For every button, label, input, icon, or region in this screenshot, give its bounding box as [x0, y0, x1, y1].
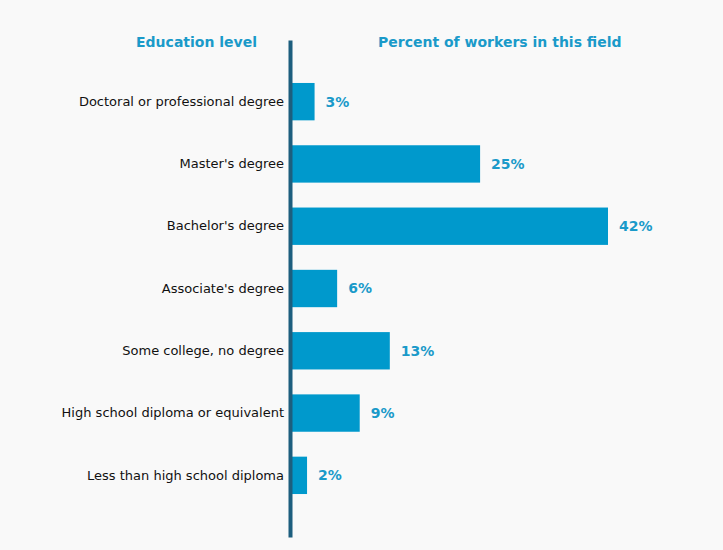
data-label: 13%	[401, 343, 435, 359]
bar	[292, 83, 315, 120]
bars	[292, 83, 608, 494]
data-label: 6%	[348, 280, 372, 296]
bar	[292, 457, 307, 494]
tick-label: Less than high school diploma	[87, 468, 284, 483]
tick-label: Some college, no degree	[122, 343, 284, 358]
tick: Bachelor's degree	[167, 218, 290, 233]
y-axis-title: Education level	[136, 34, 257, 50]
data-label: 3%	[326, 94, 350, 110]
x-axis-title: Percent of workers in this field	[378, 34, 622, 50]
tick: Doctoral or professional degree	[79, 94, 290, 109]
axis-line	[289, 41, 293, 538]
chart: Education level Percent of workers in thi…	[0, 0, 723, 550]
bar	[292, 270, 337, 307]
tick-label: High school diploma or equivalent	[62, 405, 284, 420]
data-labels: 3% 25% 42% 6% 13% 9% 2%	[318, 94, 652, 484]
tick-label: Associate's degree	[162, 281, 284, 296]
tick: High school diploma or equivalent	[62, 405, 290, 420]
bar	[292, 145, 480, 182]
tick-label: Doctoral or professional degree	[79, 94, 284, 109]
bar	[292, 394, 360, 431]
data-label: 42%	[619, 218, 653, 234]
tick-label: Master's degree	[180, 156, 284, 171]
bar	[292, 332, 390, 369]
data-label: 9%	[371, 405, 395, 421]
tick: Associate's degree	[162, 281, 290, 296]
data-label: 2%	[318, 467, 342, 483]
tick-label: Bachelor's degree	[167, 218, 284, 233]
tick: Less than high school diploma	[87, 468, 290, 483]
bar	[292, 208, 608, 245]
tick: Some college, no degree	[122, 343, 290, 358]
tick: Master's degree	[180, 156, 290, 171]
data-label: 25%	[491, 156, 525, 172]
y-axis: Doctoral or professional degree Master's …	[62, 41, 291, 538]
